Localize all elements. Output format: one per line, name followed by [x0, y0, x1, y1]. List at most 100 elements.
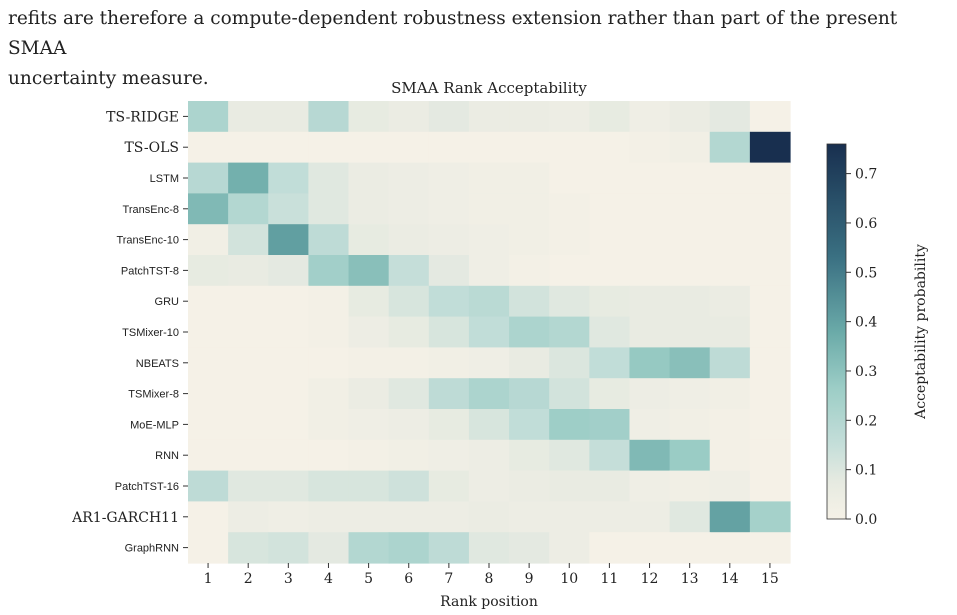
heatmap-cell: [228, 470, 269, 502]
heatmap-cell: [268, 162, 309, 194]
x-tick-label: 4: [324, 571, 333, 587]
heatmap-cell: [268, 378, 309, 410]
heatmap-cell: [509, 316, 550, 348]
y-tick-label: LSTM: [150, 173, 179, 185]
heatmap-cell: [308, 378, 350, 410]
heatmap-cell: [589, 224, 631, 256]
heatmap-cell: [629, 409, 671, 441]
heatmap-cell: [709, 131, 751, 164]
x-axis-label: Rank position: [440, 594, 538, 610]
heatmap-cell: [348, 316, 390, 348]
heatmap-cell: [228, 378, 269, 410]
heatmap-cell: [549, 193, 590, 225]
heatmap-cell: [509, 162, 550, 194]
heatmap-cell: [268, 316, 309, 348]
colorbar-tick-label: 0.2: [855, 413, 877, 429]
heatmap-cell: [709, 193, 751, 225]
heatmap-cell: [388, 162, 430, 194]
heatmap-cell: [549, 224, 590, 256]
heatmap-cell: [629, 224, 671, 256]
x-tick-label: 2: [244, 571, 253, 587]
heatmap-cell: [428, 439, 470, 472]
x-tick-label: 12: [641, 571, 659, 587]
heatmap-cell: [308, 347, 350, 379]
heatmap-cell: [589, 255, 631, 287]
heatmap-cell: [388, 131, 430, 164]
y-tick-label: AR1-GARCH11: [71, 510, 179, 526]
heatmap-cell: [709, 224, 751, 256]
heatmap-cell: [509, 224, 550, 256]
heatmap-cell: [348, 470, 390, 502]
heatmap-cell: [388, 501, 430, 533]
heatmap-cell: [669, 501, 711, 533]
heatmap-cell: [428, 501, 470, 533]
heatmap-cell: [589, 285, 631, 318]
heatmap-cell: [589, 470, 631, 502]
heatmap-cell: [388, 409, 430, 441]
heatmap-cell: [308, 409, 350, 441]
heatmap-cell: [589, 532, 631, 564]
heatmap-cell: [709, 255, 751, 287]
y-tick-label: TS-OLS: [124, 140, 179, 156]
heatmap-cell: [388, 532, 430, 564]
heatmap-cell: [549, 316, 590, 348]
heatmap-cell: [268, 285, 309, 318]
heatmap-cell: [549, 439, 590, 472]
y-axis: TS-RIDGE TS-OLS LSTM TransEnc-8 TransEnc-10 P…: [71, 109, 188, 555]
heatmap-cell: [629, 101, 671, 133]
x-tick-label: 7: [444, 571, 453, 587]
x-tick-label: 10: [560, 571, 578, 587]
heatmap-cell: [549, 131, 590, 164]
heatmap-cell: [228, 131, 269, 164]
heatmap-cell: [589, 131, 631, 164]
heatmap-cell: [428, 316, 470, 348]
heatmap-cell: [188, 131, 229, 164]
heatmap-cell: [749, 501, 791, 533]
heatmap-cell: [468, 193, 510, 225]
heatmap-cell: [388, 101, 430, 133]
heatmap-cell: [348, 285, 390, 318]
heatmap-cell: [268, 470, 309, 502]
heatmap-cell: [348, 224, 390, 256]
heatmap-cell: [188, 470, 229, 502]
heatmap-cell: [509, 131, 550, 164]
heatmap-cell: [428, 224, 470, 256]
heatmap-cell: [629, 131, 671, 164]
heatmap-cell: [188, 501, 229, 533]
y-tick-label: MoE-MLP: [130, 419, 179, 431]
heatmap-cell: [549, 285, 590, 318]
heatmap-cell: [749, 224, 791, 256]
heatmap-cell: [388, 193, 430, 225]
y-tick-label: TransEnc-10: [116, 235, 179, 247]
heatmap-cell: [188, 378, 229, 410]
y-tick-label: PatchTST-8: [121, 265, 179, 277]
heatmap-cell: [308, 255, 350, 287]
x-tick-label: 11: [600, 571, 618, 587]
colorbar-tick-label: 0.5: [855, 265, 877, 281]
heatmap-cell: [629, 347, 671, 379]
heatmap-cell: [308, 316, 350, 348]
heatmap-cell: [388, 439, 430, 472]
heatmap-cell: [388, 285, 430, 318]
heatmap-cell: [589, 378, 631, 410]
heatmap-cell: [308, 285, 350, 318]
heatmap-cell: [709, 162, 751, 194]
heatmap-cell: [228, 255, 269, 287]
heatmap-cell: [549, 378, 590, 410]
heatmap-cell: [348, 347, 390, 379]
heatmap-cell: [428, 285, 470, 318]
chart-title: SMAA Rank Acceptability: [391, 79, 587, 97]
heatmap-cell: [509, 532, 550, 564]
x-tick-label: 8: [485, 571, 494, 587]
heatmap-cell: [308, 501, 350, 533]
heatmap-cell: [188, 224, 229, 256]
heatmap-cell: [308, 193, 350, 225]
y-tick-label: TSMixer-10: [122, 327, 179, 339]
heatmap-cell: [348, 101, 390, 133]
heatmap-cell: [308, 131, 350, 164]
heatmap-cell: [709, 316, 751, 348]
heatmap-cell: [228, 532, 269, 564]
heatmap-cell: [388, 224, 430, 256]
heatmap-cell: [188, 255, 229, 287]
heatmap-cell: [629, 439, 671, 472]
